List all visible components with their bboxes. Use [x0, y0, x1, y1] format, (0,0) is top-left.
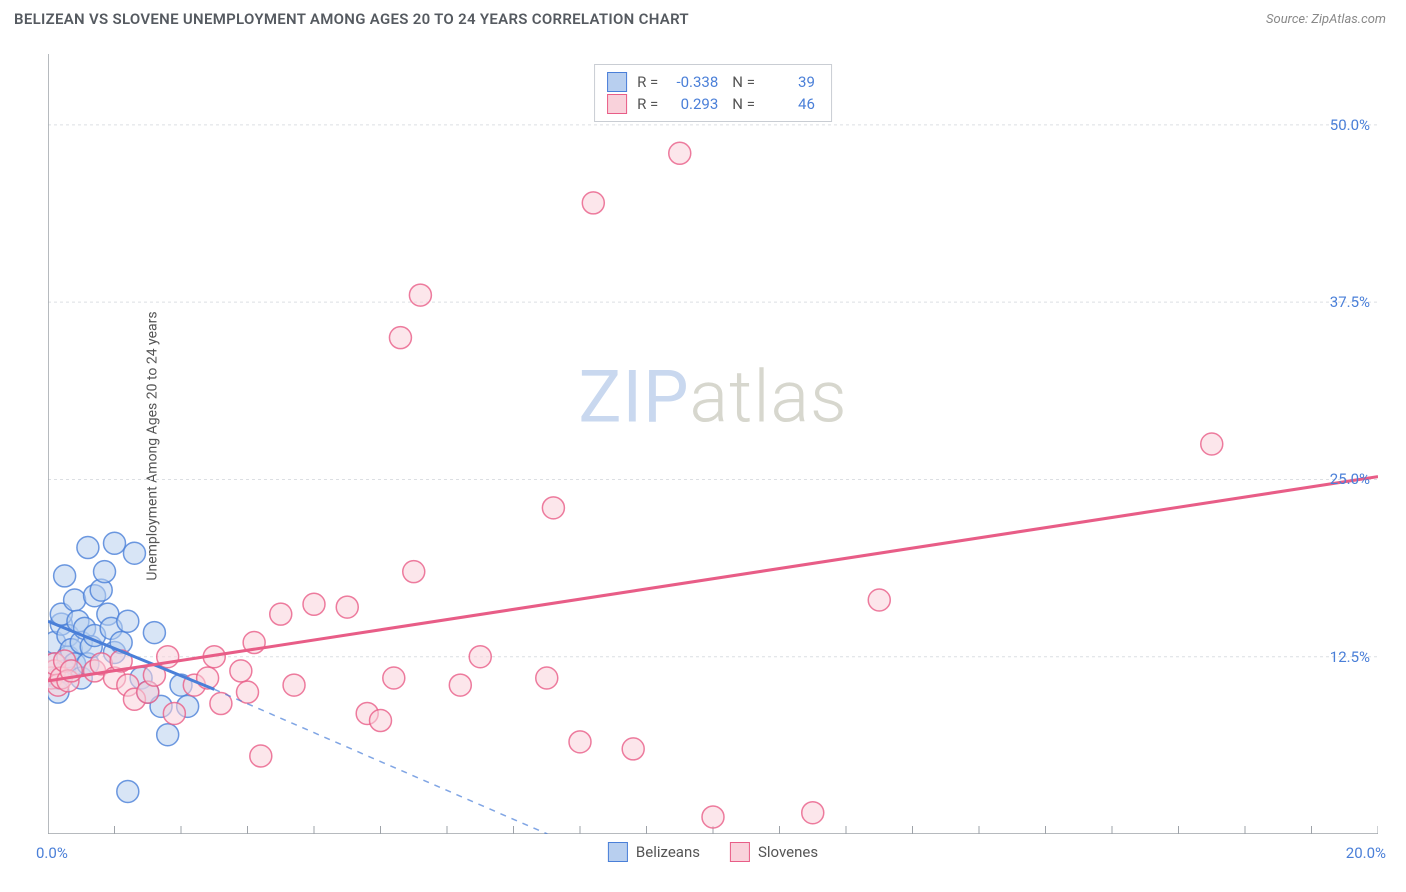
stat-r-slovene: 0.293 [668, 95, 722, 113]
stat-n-slovene: 46 [765, 95, 819, 113]
stats-row-slovenes: R = 0.293 N = 46 [607, 93, 819, 115]
y-tick-label: 37.5% [1330, 293, 1370, 311]
stats-row-belizeans: R = -0.338 N = 39 [607, 71, 819, 93]
stat-r-belizean: -0.338 [668, 73, 722, 91]
swatch-pink [607, 94, 627, 114]
y-tick-label: 50.0% [1330, 116, 1370, 134]
y-tick-label: 25.0% [1330, 470, 1370, 488]
x-label-right: 20.0% [1346, 844, 1386, 862]
stat-n-label2: N = [732, 95, 755, 113]
stat-r-label2: R = [637, 95, 658, 113]
source-credit: Source: ZipAtlas.com [1266, 12, 1386, 27]
legend-label-slovenes: Slovenes [758, 843, 818, 861]
scatter-plot [48, 54, 1378, 834]
stat-n-belizean: 39 [765, 73, 819, 91]
swatch-blue [607, 72, 627, 92]
x-label-left: 0.0% [36, 844, 68, 862]
legend-belizeans: Belizeans [608, 842, 700, 862]
stats-box: R = -0.338 N = 39 R = 0.293 N = 46 [594, 64, 832, 122]
chart-title: BELIZEAN VS SLOVENE UNEMPLOYMENT AMONG A… [14, 10, 689, 28]
chart-area: ZIPatlas R = -0.338 N = 39 R = 0.293 N =… [48, 54, 1378, 834]
legend-swatch-pink [730, 842, 750, 862]
stat-r-label: R = [637, 73, 658, 91]
legend-label-belizeans: Belizeans [636, 843, 700, 861]
stat-n-label: N = [732, 73, 755, 91]
y-tick-label: 12.5% [1330, 648, 1370, 666]
legend: Belizeans Slovenes [608, 842, 818, 862]
legend-swatch-blue [608, 842, 628, 862]
legend-slovenes: Slovenes [730, 842, 818, 862]
